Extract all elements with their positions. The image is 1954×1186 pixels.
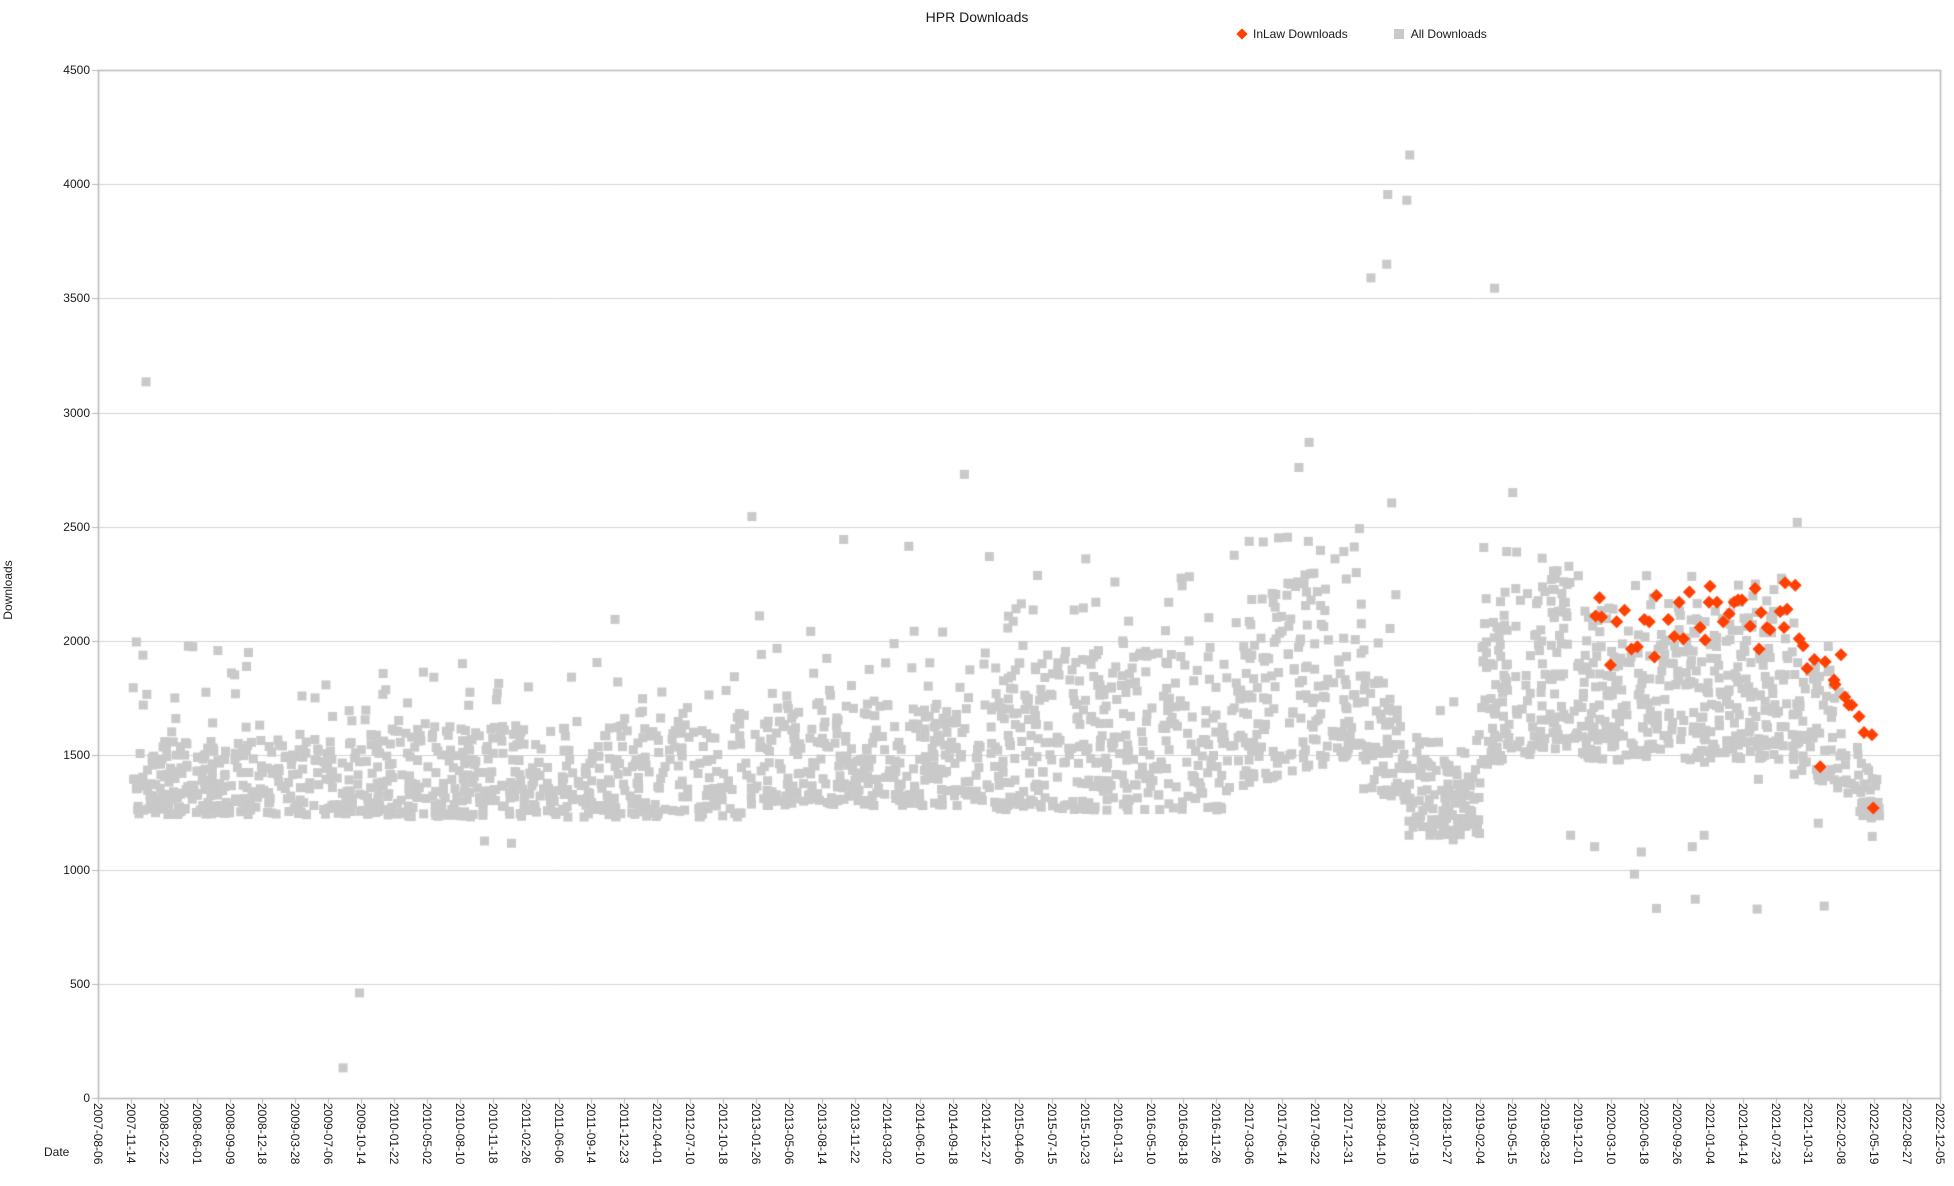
x-tick-label: 2020-06-18 bbox=[1636, 1103, 1651, 1165]
x-tick-label: 2009-10-14 bbox=[354, 1103, 369, 1165]
x-tick-label: 2022-02-08 bbox=[1834, 1103, 1849, 1165]
x-tick-label: 2019-08-23 bbox=[1538, 1103, 1553, 1165]
x-tick-label: 2017-03-06 bbox=[1242, 1103, 1257, 1165]
x-tick-label: 2015-04-06 bbox=[1012, 1103, 1026, 1165]
y-tick-label: 4000 bbox=[63, 177, 90, 192]
x-tick-label: 2013-05-06 bbox=[781, 1103, 796, 1165]
x-tick-label: 2011-09-14 bbox=[584, 1103, 599, 1164]
x-tick-label: 2013-01-26 bbox=[748, 1103, 763, 1165]
chart-title: HPR Downloads bbox=[925, 9, 1029, 25]
x-tick-label: 2008-09-09 bbox=[222, 1103, 237, 1165]
y-tick-label: 1000 bbox=[63, 862, 90, 877]
x-tick-label: 2011-06-06 bbox=[551, 1103, 566, 1164]
x-axis-title: Date bbox=[44, 1145, 70, 1159]
x-tick-label: 2009-07-06 bbox=[321, 1103, 336, 1165]
x-tick-label: 2018-10-27 bbox=[1439, 1103, 1454, 1165]
x-tick-label: 2010-08-10 bbox=[452, 1103, 467, 1165]
x-tick-label: 2016-11-26 bbox=[1209, 1103, 1224, 1164]
x-tick-label: 2019-05-15 bbox=[1505, 1103, 1520, 1165]
x-tick-label: 2022-12-05 bbox=[1933, 1103, 1947, 1165]
x-tick-label: 2017-12-31 bbox=[1340, 1103, 1355, 1165]
x-tick-label: 2016-05-10 bbox=[1143, 1103, 1158, 1165]
x-tick-label: 2019-12-01 bbox=[1571, 1103, 1586, 1165]
x-tick-label: 2016-08-18 bbox=[1176, 1103, 1191, 1165]
x-tick-label: 2014-09-18 bbox=[946, 1103, 961, 1165]
y-tick-label: 0 bbox=[83, 1091, 90, 1105]
y-tick-label: 2500 bbox=[63, 519, 90, 534]
x-tick-label: 2012-10-18 bbox=[715, 1103, 730, 1165]
y-tick-label: 3500 bbox=[63, 291, 90, 306]
x-tick-label: 2014-03-02 bbox=[880, 1103, 895, 1165]
x-tick-label: 2018-07-19 bbox=[1406, 1103, 1421, 1165]
y-axis-title: Downloads bbox=[1, 560, 15, 620]
y-tick-label: 3000 bbox=[63, 405, 90, 420]
legend-item-all-downloads: All Downloads bbox=[1393, 27, 1487, 41]
x-tick-label: 2015-07-15 bbox=[1044, 1103, 1059, 1165]
x-tick-label: 2014-06-10 bbox=[913, 1103, 928, 1165]
x-tick-label: 2012-07-10 bbox=[683, 1103, 698, 1165]
x-tick-label: 2018-04-10 bbox=[1373, 1103, 1388, 1165]
y-tick-label: 2000 bbox=[63, 634, 90, 649]
all-downloads-marker-icon bbox=[1393, 29, 1404, 39]
x-tick-label: 2011-12-23 bbox=[617, 1103, 632, 1164]
x-tick-label: 2007-08-06 bbox=[91, 1103, 105, 1165]
x-tick-label: 2008-12-18 bbox=[255, 1103, 270, 1165]
x-tick-label: 2010-11-18 bbox=[485, 1103, 500, 1164]
x-tick-label: 2009-03-28 bbox=[288, 1103, 303, 1165]
x-tick-label: 2012-04-01 bbox=[650, 1103, 665, 1165]
x-tick-label: 2008-06-01 bbox=[189, 1103, 204, 1165]
legend-label-inlaw-downloads: InLaw Downloads bbox=[1253, 27, 1348, 41]
x-tick-label: 2017-06-14 bbox=[1275, 1103, 1290, 1165]
x-tick-label: 2020-09-26 bbox=[1669, 1103, 1684, 1165]
x-tick-label: 2016-01-31 bbox=[1110, 1103, 1125, 1165]
x-tick-label: 2010-01-22 bbox=[387, 1103, 402, 1165]
x-tick-label: 2013-11-22 bbox=[847, 1103, 862, 1164]
legend-label-all-downloads: All Downloads bbox=[1410, 27, 1487, 41]
x-tick-label: 2021-07-23 bbox=[1768, 1103, 1783, 1165]
x-tick-label: 2014-12-27 bbox=[979, 1103, 994, 1165]
x-tick-label: 2022-08-27 bbox=[1900, 1103, 1915, 1165]
y-tick-label: 1500 bbox=[63, 748, 90, 763]
x-tick-label: 2019-02-04 bbox=[1472, 1103, 1487, 1165]
x-tick-label: 2017-09-22 bbox=[1308, 1103, 1323, 1165]
x-tick-label: 2020-03-10 bbox=[1604, 1103, 1619, 1165]
x-tick-label: 2013-08-14 bbox=[814, 1103, 829, 1165]
inlaw-downloads-marker-icon bbox=[1236, 28, 1248, 40]
x-tick-label: 2011-02-26 bbox=[518, 1103, 533, 1164]
x-tick-label: 2008-02-22 bbox=[156, 1103, 171, 1165]
x-tick-label: 2021-04-14 bbox=[1735, 1103, 1750, 1165]
x-tick-label: 2021-01-04 bbox=[1702, 1103, 1717, 1165]
x-tick-label: 2007-11-14 bbox=[123, 1103, 138, 1164]
x-tick-label: 2021-10-31 bbox=[1801, 1103, 1816, 1165]
x-tick-label: 2015-10-23 bbox=[1077, 1103, 1092, 1165]
legend: InLaw Downloads All Downloads bbox=[1236, 27, 1487, 41]
x-tick-label: 2022-05-19 bbox=[1867, 1103, 1882, 1165]
x-tick-label: 2010-05-02 bbox=[419, 1103, 434, 1165]
y-tick-label: 500 bbox=[69, 976, 90, 991]
y-tick-label: 4500 bbox=[63, 63, 90, 77]
legend-item-inlaw-downloads: InLaw Downloads bbox=[1236, 27, 1348, 41]
